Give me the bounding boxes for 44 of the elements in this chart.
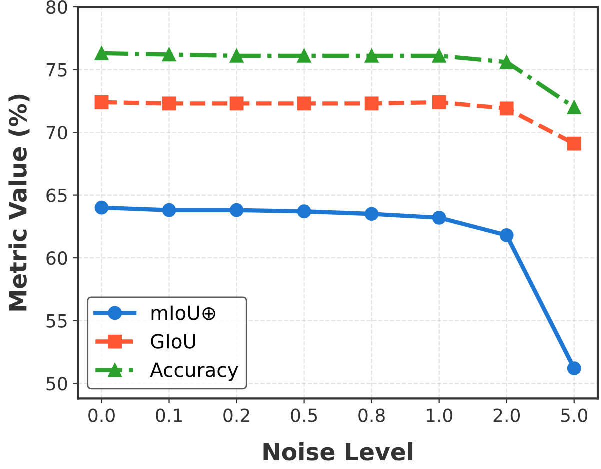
y-tick-label: 60 [46, 252, 68, 266]
point [297, 96, 312, 111]
y-tick-label: 80 [46, 0, 68, 14]
y-tick-label: 65 [46, 188, 67, 202]
point [94, 46, 109, 60]
x-tick-label: 1.0 [426, 408, 452, 422]
point [364, 207, 379, 222]
x-tick-label: 0.5 [291, 408, 318, 422]
legend-label: GIoU [151, 334, 196, 349]
x-tick-label: 0.8 [358, 408, 385, 422]
x-tick-label: 5.0 [561, 408, 588, 422]
y-tick-label: 55 [46, 314, 67, 328]
point [162, 203, 176, 218]
point [567, 136, 582, 151]
y-tick-label: 70 [46, 126, 68, 140]
point [567, 362, 582, 376]
point [230, 49, 244, 63]
x-tick-label: 0.2 [224, 408, 250, 422]
point [432, 210, 446, 225]
point [297, 204, 312, 219]
legend-label: Accuracy [150, 362, 238, 382]
point [297, 49, 312, 63]
point [432, 95, 446, 110]
point [162, 48, 176, 62]
point [162, 96, 176, 111]
point [230, 96, 244, 111]
x-tick-label: 2.0 [494, 408, 520, 422]
y-tick-label: 50 [46, 377, 68, 391]
x-tick-label: 0.1 [156, 408, 182, 422]
x-tick-label: 0.0 [88, 408, 115, 422]
point [94, 200, 109, 215]
point [567, 100, 582, 114]
y-tick-label: 75 [46, 63, 67, 77]
point [500, 55, 514, 70]
point [230, 203, 244, 218]
x-axis-title: Noise Level [264, 442, 413, 461]
point [364, 49, 379, 63]
point [432, 49, 446, 63]
point [500, 102, 514, 116]
point [364, 96, 379, 111]
y-axis-title: Metric Value (%) [8, 94, 30, 311]
point [500, 228, 514, 242]
legend-label: mIoU⊕ [152, 306, 216, 320]
point [94, 95, 109, 110]
